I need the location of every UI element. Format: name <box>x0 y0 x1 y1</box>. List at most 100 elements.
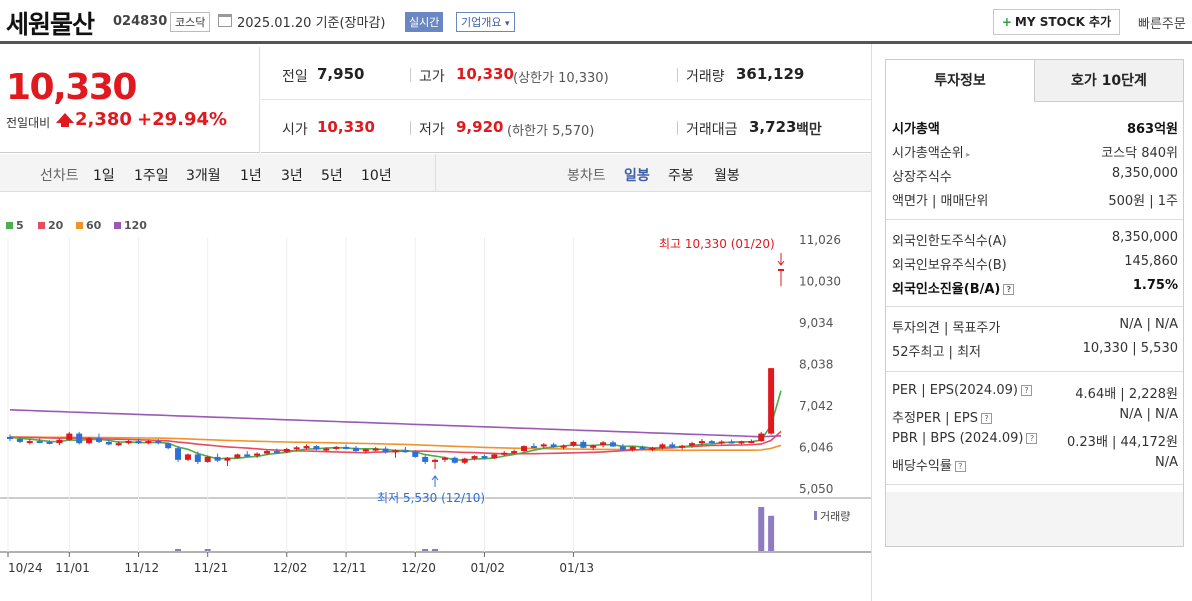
candle-body <box>659 444 666 448</box>
divider <box>410 121 411 135</box>
price-chart[interactable]: 10/24 11/01 11/12 11/21 12/02 12/11 12/20 01/02… <box>0 193 872 601</box>
candle-body <box>333 446 340 449</box>
company-overview-button[interactable]: 기업개요 ▾ <box>456 12 515 32</box>
help-icon[interactable]: ? <box>1020 385 1032 396</box>
x-tick-label: 11/12 <box>125 561 160 575</box>
ma120-line <box>9 409 782 438</box>
invest-info-row: 52주최고 | 최저 10,330 | 5,530 <box>892 341 1178 365</box>
invest-info-key: 상장주식수 <box>892 170 952 185</box>
invest-info-key: 시가총액 <box>892 122 940 137</box>
divider <box>677 68 678 82</box>
y-tick-label: 7,042 <box>799 399 833 413</box>
help-icon[interactable]: ? <box>954 461 966 472</box>
candle-body <box>343 446 350 449</box>
candle-body <box>530 446 537 449</box>
price-summary: 전일 7,950 고가 10,330 (상한가 10,330) 거래량 361,… <box>261 47 872 153</box>
candle-daily[interactable]: 일봉 <box>624 168 650 184</box>
candle-monthly[interactable]: 월봉 <box>714 168 740 184</box>
candle-body <box>135 441 142 444</box>
period-1y[interactable]: 1년 <box>240 168 262 184</box>
candle-body <box>175 448 182 460</box>
invest-info-value: N/A | N/A <box>1119 407 1178 422</box>
candle-body <box>738 441 745 444</box>
period-10y[interactable]: 10년 <box>361 168 392 184</box>
invest-info-value: 863억원 <box>1126 122 1178 137</box>
candle-body <box>511 451 518 454</box>
candle-body <box>372 448 379 451</box>
candle-body <box>303 446 310 449</box>
help-icon[interactable]: ? <box>1026 433 1038 444</box>
invest-info-key: 52주최고 | 최저 <box>892 345 981 360</box>
y-tick-label: 5,050 <box>799 482 833 496</box>
legend-label: 60 <box>86 219 102 232</box>
divider <box>410 68 411 82</box>
candle-chart-label: 봉차트 <box>567 168 606 184</box>
realtime-button[interactable]: 실시간 <box>405 12 444 32</box>
candle-body <box>540 444 547 447</box>
period-5y[interactable]: 5년 <box>321 168 343 184</box>
candle-body <box>293 447 300 450</box>
volume-bar <box>204 549 211 551</box>
candle-body <box>491 454 498 459</box>
period-3m[interactable]: 3개월 <box>186 168 221 184</box>
invest-info-value: 0.23배 | 44,172원 <box>1067 435 1178 450</box>
invest-info-key: 추정PER | EPS? <box>892 407 992 426</box>
high-value: 10,330 <box>456 65 514 83</box>
candle-body <box>560 445 567 448</box>
candle-body <box>768 368 775 434</box>
y-tick-label: 8,038 <box>799 358 833 372</box>
low-annotation: 최저 5,530 (12/10) <box>377 491 485 505</box>
candle-weekly[interactable]: 주봉 <box>668 168 694 184</box>
amount-label: 거래대금 <box>686 122 738 138</box>
calendar-icon <box>218 14 232 27</box>
help-icon[interactable]: ? <box>980 413 992 424</box>
invest-info-value: 145,860 <box>1124 254 1178 269</box>
invest-info-value: 10,330 | 5,530 <box>1082 341 1178 356</box>
tab-invest-info[interactable]: 투자정보 <box>886 60 1035 102</box>
tab-orderbook[interactable]: 호가 10단계 <box>1035 60 1183 102</box>
divider <box>435 154 436 192</box>
volume-legend-swatch <box>814 511 817 520</box>
invest-info-value: 8,350,000 <box>1111 166 1178 181</box>
y-tick-label: 6,046 <box>799 441 833 455</box>
invest-info-value: 1.75% <box>1132 278 1178 293</box>
candle-body <box>728 441 735 444</box>
candle-body <box>708 441 715 444</box>
high-annotation: 최고 10,330 (01/20) <box>659 237 775 251</box>
invest-info-row: 외국인소진율(B/A)? 1.75% <box>892 278 1178 302</box>
row-divider <box>261 99 872 100</box>
candle-body <box>461 458 468 463</box>
invest-info-row: 투자의견 | 목표주가 N/A | N/A <box>892 317 1178 341</box>
panel-tabs: 투자정보 호가 10단계 <box>886 60 1183 102</box>
invest-info-row: 외국인보유주식수(B) 145,860 <box>892 254 1178 278</box>
candle-body <box>56 439 63 444</box>
mystock-add-button[interactable]: + MY STOCK 추가 <box>993 9 1120 35</box>
candle-body <box>145 441 152 444</box>
invest-info-row[interactable]: 시가총액순위 ▸ 코스닥 840위 <box>892 142 1178 166</box>
x-tick-label: 10/24 <box>8 561 43 575</box>
period-1d[interactable]: 1일 <box>93 168 115 184</box>
low-arrow-icon <box>431 475 439 481</box>
invest-info-key: 배당수익률? <box>892 455 966 474</box>
amount-value: 3,723 <box>749 118 797 136</box>
low-label: 저가 <box>419 122 445 138</box>
candle-body <box>570 441 577 446</box>
legend-label: 5 <box>16 219 24 232</box>
period-1w[interactable]: 1주일 <box>134 168 169 184</box>
volume-label: 거래량 <box>686 69 725 85</box>
candle-body <box>254 453 261 456</box>
candle-body <box>402 450 409 453</box>
quick-order-link[interactable]: 빠른주문 <box>1138 17 1186 32</box>
candle-body <box>273 451 280 454</box>
change-rate: +29.94% <box>137 109 228 130</box>
candle-body <box>76 433 83 444</box>
candle-body <box>580 441 587 448</box>
period-3y[interactable]: 3년 <box>281 168 303 184</box>
candle-body <box>451 457 458 463</box>
legend-swatch <box>76 222 83 229</box>
candle-body <box>86 438 93 444</box>
volume-value: 361,129 <box>736 65 805 83</box>
y-tick-label: 10,030 <box>799 275 841 289</box>
help-icon[interactable]: ? <box>1003 284 1015 295</box>
